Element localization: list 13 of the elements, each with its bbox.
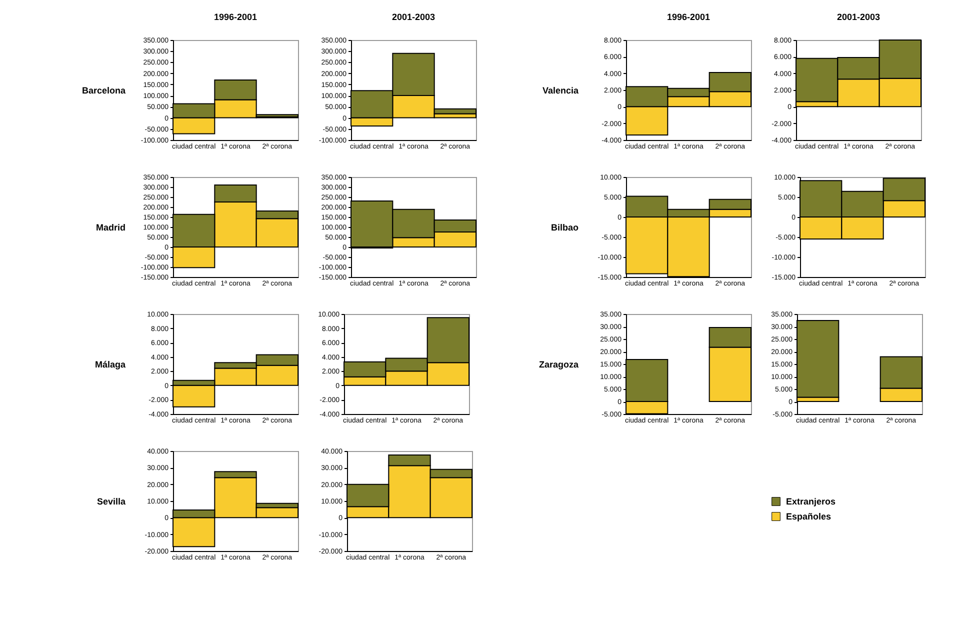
y-axis-title: Málaga	[94, 360, 126, 370]
y-axis-title: Valencia	[542, 86, 580, 96]
chart-title: 1996-2001	[214, 12, 258, 22]
chart-title: 1996-2001	[666, 12, 710, 22]
y-axis-title: Zaragoza	[538, 360, 580, 370]
legend-label: Españoles	[786, 512, 832, 522]
y-axis-title: Madrid	[96, 222, 126, 232]
y-axis-title: Sevilla	[96, 496, 126, 506]
chart-title: 2001-2003	[836, 12, 880, 22]
chart-title: 2001-2003	[392, 12, 436, 22]
y-axis-title: Bilbao	[550, 222, 579, 232]
y-axis-title: Barcelona	[82, 86, 126, 96]
legend-label: Extranjeros	[786, 496, 836, 506]
